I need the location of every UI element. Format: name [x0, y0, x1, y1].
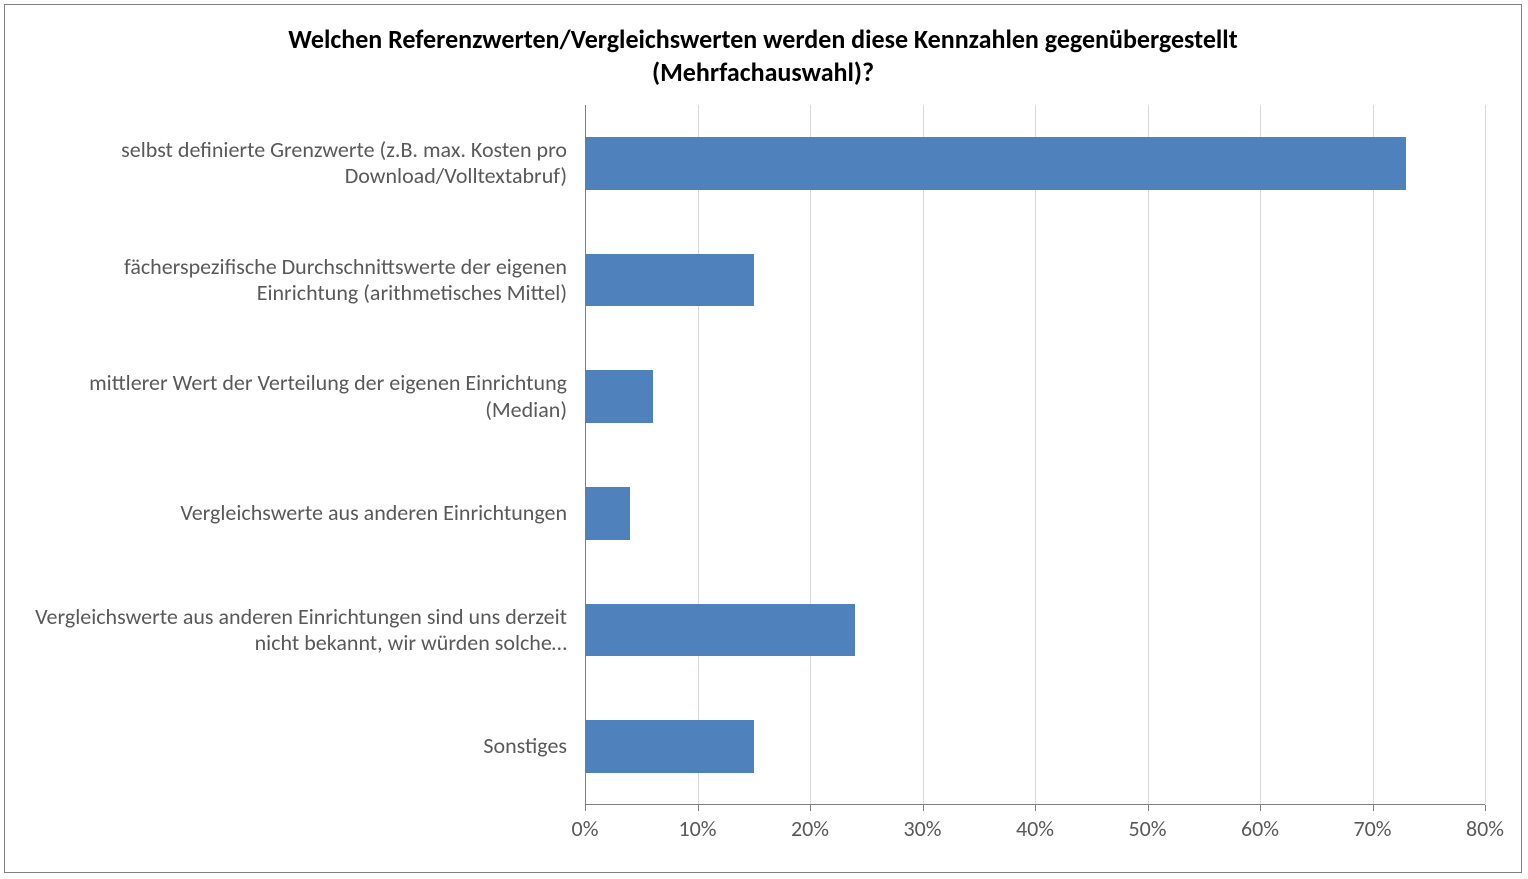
- category-label: fächerspezifische Durchschnittswerte der…: [27, 254, 567, 307]
- gridline: [698, 105, 699, 805]
- x-tick-label: 30%: [903, 815, 941, 842]
- gridline: [1035, 105, 1036, 805]
- category-label: mittlerer Wert der Verteilung der eigene…: [27, 370, 567, 423]
- x-tick-mark: [810, 805, 811, 811]
- bar: [585, 137, 1406, 190]
- plot-area: [585, 105, 1485, 805]
- x-tick-mark: [1035, 805, 1036, 811]
- chart-frame: Welchen Referenzwerten/Vergleichswerten …: [4, 4, 1522, 873]
- category-label: Vergleichswerte aus anderen Einrichtunge…: [27, 604, 567, 657]
- category-label: Vergleichswerte aus anderen Einrichtunge…: [27, 487, 567, 540]
- x-tick-label: 10%: [678, 815, 716, 842]
- category-label: selbst definierte Grenzwerte (z.B. max. …: [27, 137, 567, 190]
- x-tick-mark: [698, 805, 699, 811]
- x-tick-label: 80%: [1466, 815, 1504, 842]
- gridline: [810, 105, 811, 805]
- gridline: [1148, 105, 1149, 805]
- bar: [585, 720, 754, 773]
- bar: [585, 604, 855, 657]
- chart-title: Welchen Referenzwerten/Vergleichswerten …: [5, 23, 1521, 88]
- gridline: [1485, 105, 1486, 805]
- x-tick-mark: [1148, 805, 1149, 811]
- bar: [585, 370, 653, 423]
- x-tick-label: 50%: [1128, 815, 1166, 842]
- chart-title-line1: Welchen Referenzwerten/Vergleichswerten …: [5, 23, 1521, 56]
- x-tick-mark: [585, 805, 586, 811]
- x-tick-label: 20%: [791, 815, 829, 842]
- bar: [585, 487, 630, 540]
- x-tick-mark: [1373, 805, 1374, 811]
- x-tick-label: 40%: [1016, 815, 1054, 842]
- gridline: [923, 105, 924, 805]
- x-tick-label: 70%: [1353, 815, 1391, 842]
- bar: [585, 254, 754, 307]
- x-tick-mark: [1260, 805, 1261, 811]
- x-tick-mark: [923, 805, 924, 811]
- x-tick-mark: [1485, 805, 1486, 811]
- gridline: [1373, 105, 1374, 805]
- x-tick-label: 0%: [572, 815, 599, 842]
- category-label: Sonstiges: [27, 720, 567, 773]
- y-axis-line: [585, 105, 586, 805]
- x-tick-label: 60%: [1241, 815, 1279, 842]
- gridline: [1260, 105, 1261, 805]
- chart-title-line2: (Mehrfachauswahl)?: [5, 56, 1521, 89]
